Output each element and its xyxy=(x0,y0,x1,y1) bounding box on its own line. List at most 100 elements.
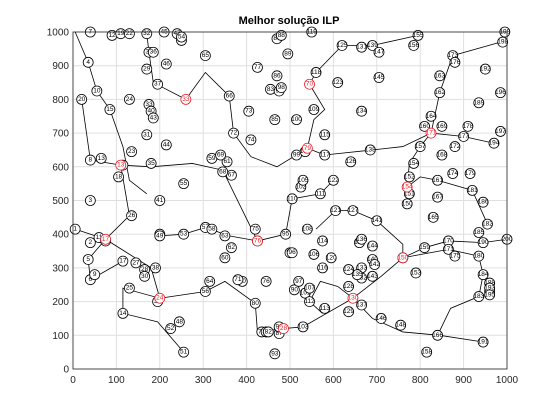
node: 141 xyxy=(371,215,383,227)
route-edge xyxy=(430,41,501,134)
node-label: 103 xyxy=(298,323,309,330)
node-label: 185 xyxy=(473,229,484,236)
node: 25 xyxy=(124,282,135,294)
y-tick-label: 800 xyxy=(52,95,69,106)
node: 32 xyxy=(141,28,153,40)
node-label: 18 xyxy=(115,173,123,180)
node-label: 55 xyxy=(180,180,188,187)
node-marker xyxy=(356,41,368,53)
node-label: 150 xyxy=(402,200,413,207)
node: 80 xyxy=(249,297,261,309)
node-label: 139 xyxy=(367,42,378,49)
node-label: 12 xyxy=(108,32,116,39)
node-label: 168 xyxy=(436,152,447,159)
node: 191 xyxy=(478,336,489,348)
node: 186 xyxy=(477,196,489,208)
node: 198 xyxy=(497,36,509,48)
node: 43 xyxy=(147,112,159,124)
node-marker xyxy=(232,274,244,286)
node-label: 171 xyxy=(426,130,437,137)
node-marker xyxy=(427,211,439,223)
node-label: 74 xyxy=(247,136,255,143)
node-label: 112 xyxy=(304,298,315,305)
node-label: 172 xyxy=(449,143,460,150)
selected-node: 70 xyxy=(304,78,315,90)
node-label: 87 xyxy=(276,330,284,337)
node: 22 xyxy=(124,28,135,40)
node: 76 xyxy=(260,275,272,287)
node-label: 28 xyxy=(280,325,288,332)
node-label: 167 xyxy=(432,194,443,201)
node-label: 27 xyxy=(132,259,140,266)
node-marker xyxy=(180,94,192,105)
node: 23 xyxy=(126,146,137,158)
node-label: 80 xyxy=(252,300,260,307)
node: 15 xyxy=(104,104,116,115)
node-label: 120 xyxy=(326,254,337,261)
node: 182 xyxy=(482,218,493,230)
node-label: 19 xyxy=(117,30,125,37)
node: 118 xyxy=(310,67,322,78)
node-marker xyxy=(262,326,274,338)
node: 148 xyxy=(395,319,407,331)
node-marker xyxy=(76,94,88,105)
node: 138 xyxy=(365,144,376,156)
node: 116 xyxy=(317,262,328,274)
node: 120 xyxy=(326,252,337,264)
node-marker xyxy=(275,29,287,41)
y-tick-label: 400 xyxy=(52,230,69,241)
node-label: 171 xyxy=(443,246,454,253)
node-label: 63 xyxy=(221,232,229,239)
node: 144 xyxy=(367,240,378,252)
node: 61 xyxy=(221,156,233,168)
node-label: 186 xyxy=(478,199,489,206)
node-marker xyxy=(345,156,357,168)
node-marker xyxy=(293,275,305,287)
node-label: 79 xyxy=(304,145,312,152)
node-label: 86 xyxy=(273,72,281,79)
node-marker xyxy=(395,319,407,331)
node: 137 xyxy=(356,299,367,311)
node: 125 xyxy=(337,40,348,51)
node: 51 xyxy=(178,346,190,358)
node-label: 72 xyxy=(230,130,238,137)
node-label: 30 xyxy=(141,273,149,280)
node-label: 66 xyxy=(226,93,234,100)
node-marker xyxy=(449,250,461,262)
node-marker xyxy=(178,178,190,190)
node-marker xyxy=(141,63,153,75)
x-tick-label: 800 xyxy=(412,375,429,386)
selected-node: 130 xyxy=(347,292,359,304)
node: 152 xyxy=(404,171,415,183)
node-label: 108 xyxy=(302,226,313,233)
selected-node: 13 xyxy=(115,159,127,171)
node: 1 xyxy=(69,223,81,235)
node: 181 xyxy=(467,184,478,196)
node-marker xyxy=(154,195,166,206)
node-marker xyxy=(497,36,509,48)
node-marker xyxy=(347,292,359,304)
node-label: 127 xyxy=(348,207,359,214)
node: 20 xyxy=(76,94,88,105)
node-label: 124 xyxy=(343,266,354,273)
node-marker xyxy=(419,242,430,254)
node-label: 161 xyxy=(432,177,443,184)
node: 164 xyxy=(426,110,437,122)
node-marker xyxy=(275,82,287,94)
node: 95 xyxy=(280,228,292,240)
node-label: 17 xyxy=(119,258,127,265)
node: 177 xyxy=(458,131,469,142)
node: 196 xyxy=(495,87,506,99)
node: 194 xyxy=(489,137,500,149)
x-tick-label: 500 xyxy=(282,375,299,386)
node-marker xyxy=(408,158,420,169)
node-label: 95 xyxy=(282,231,290,238)
node-marker xyxy=(477,196,489,208)
node-marker xyxy=(462,120,474,132)
node-label: 8 xyxy=(89,157,93,164)
node-label: 36 xyxy=(150,49,158,56)
node: 26 xyxy=(126,210,137,222)
node-marker xyxy=(432,191,443,203)
node: 171 xyxy=(443,243,454,255)
